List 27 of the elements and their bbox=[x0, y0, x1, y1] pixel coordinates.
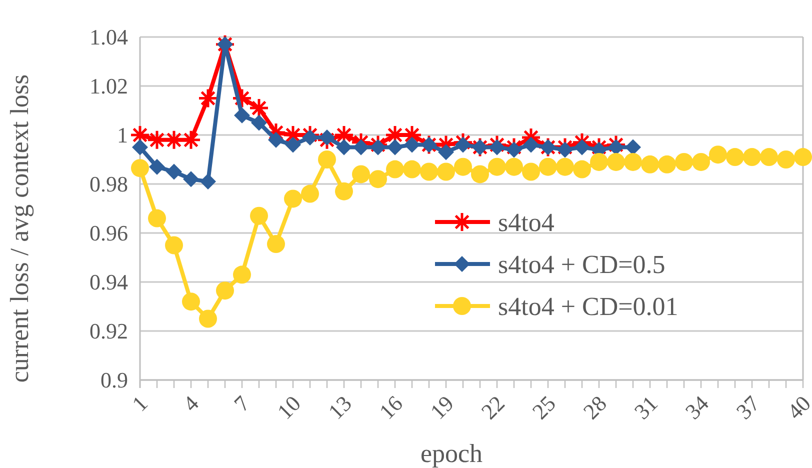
x-tick-label: 16 bbox=[374, 390, 408, 424]
x-tick-label: 13 bbox=[323, 390, 356, 424]
x-tick-label: 1 bbox=[126, 390, 152, 416]
x-axis-title: epoch bbox=[420, 439, 483, 468]
y-tick-label: 0.98 bbox=[90, 172, 128, 197]
x-tick-label: 19 bbox=[425, 390, 458, 424]
y-tick-label: 0.96 bbox=[90, 220, 128, 246]
y-tick-label: 1.02 bbox=[90, 74, 128, 99]
y-tick-label: 0.94 bbox=[90, 270, 128, 295]
legend-label: s4to4 + CD=0.5 bbox=[498, 250, 666, 280]
x-tick-label: 7 bbox=[228, 390, 254, 416]
x-tick-label: 37 bbox=[731, 390, 764, 424]
legend-label: s4to4 + CD=0.01 bbox=[498, 292, 678, 322]
x-tick-label: 34 bbox=[680, 390, 714, 424]
x-tick-label: 10 bbox=[272, 390, 306, 424]
x-tick-label: 28 bbox=[578, 390, 612, 424]
x-tick-label: 4 bbox=[178, 390, 204, 416]
y-tick-label: 0.92 bbox=[90, 318, 128, 344]
x-tick-label: 31 bbox=[629, 390, 662, 424]
y-tick-label: 1 bbox=[117, 122, 128, 148]
x-tick-label: 40 bbox=[782, 390, 812, 424]
y-tick-label: 1.04 bbox=[90, 24, 128, 50]
x-tick-label: 25 bbox=[527, 390, 560, 424]
x-tick-label: 22 bbox=[476, 390, 510, 424]
legend-label: s4to4 bbox=[498, 208, 554, 238]
y-axis-title: current loss / avg context loss bbox=[5, 74, 34, 383]
y-tick-label: 0.9 bbox=[100, 368, 128, 393]
